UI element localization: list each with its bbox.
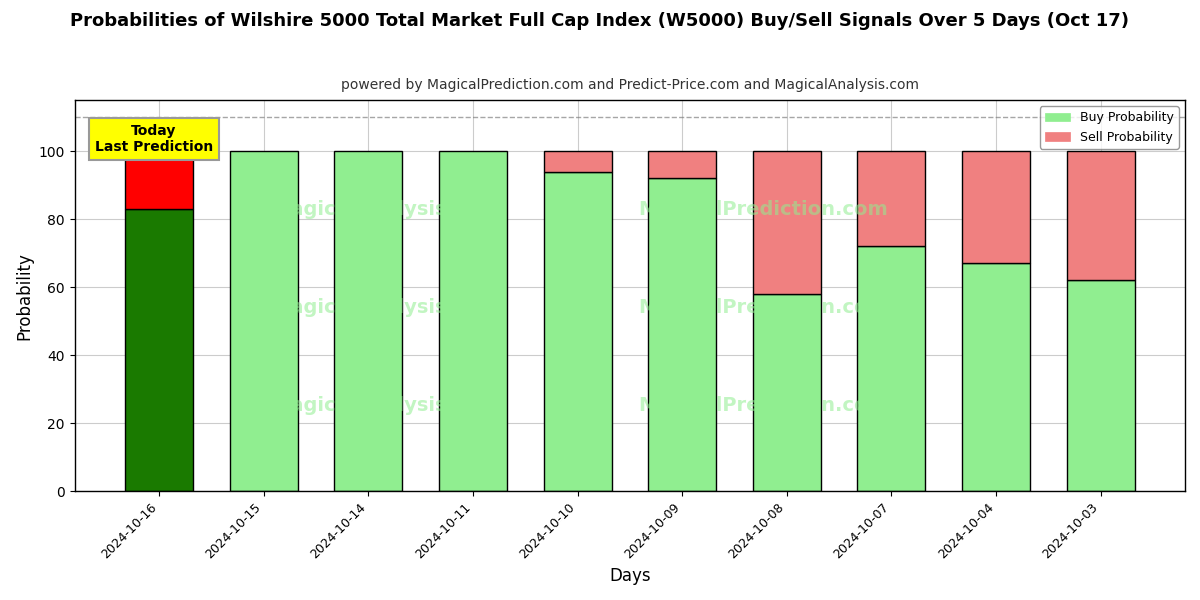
Title: powered by MagicalPrediction.com and Predict-Price.com and MagicalAnalysis.com: powered by MagicalPrediction.com and Pre… bbox=[341, 78, 919, 92]
Bar bbox=[544, 172, 612, 491]
Text: MagicalPrediction.com: MagicalPrediction.com bbox=[638, 200, 888, 219]
Legend: Buy Probability, Sell Probability: Buy Probability, Sell Probability bbox=[1040, 106, 1178, 149]
Bar bbox=[752, 151, 821, 294]
Text: MagicalAnalysis.com: MagicalAnalysis.com bbox=[271, 200, 499, 219]
Bar bbox=[857, 151, 925, 247]
Text: MagicalPrediction.com: MagicalPrediction.com bbox=[638, 298, 888, 317]
X-axis label: Days: Days bbox=[610, 567, 650, 585]
Y-axis label: Probability: Probability bbox=[16, 252, 34, 340]
Text: Probabilities of Wilshire 5000 Total Market Full Cap Index (W5000) Buy/Sell Sign: Probabilities of Wilshire 5000 Total Mar… bbox=[71, 12, 1129, 30]
Text: MagicalAnalysis.com: MagicalAnalysis.com bbox=[271, 396, 499, 415]
Bar bbox=[962, 151, 1030, 263]
Bar bbox=[125, 209, 193, 491]
Bar bbox=[857, 247, 925, 491]
Bar bbox=[1067, 151, 1134, 280]
Text: Today
Last Prediction: Today Last Prediction bbox=[95, 124, 214, 154]
Bar bbox=[962, 263, 1030, 491]
Bar bbox=[125, 151, 193, 209]
Text: MagicalPrediction.com: MagicalPrediction.com bbox=[638, 396, 888, 415]
Bar bbox=[752, 294, 821, 491]
Bar bbox=[439, 151, 506, 491]
Bar bbox=[648, 178, 716, 491]
Bar bbox=[335, 151, 402, 491]
Bar bbox=[1067, 280, 1134, 491]
Bar bbox=[648, 151, 716, 178]
Bar bbox=[229, 151, 298, 491]
Bar bbox=[544, 151, 612, 172]
Text: MagicalAnalysis.com: MagicalAnalysis.com bbox=[271, 298, 499, 317]
